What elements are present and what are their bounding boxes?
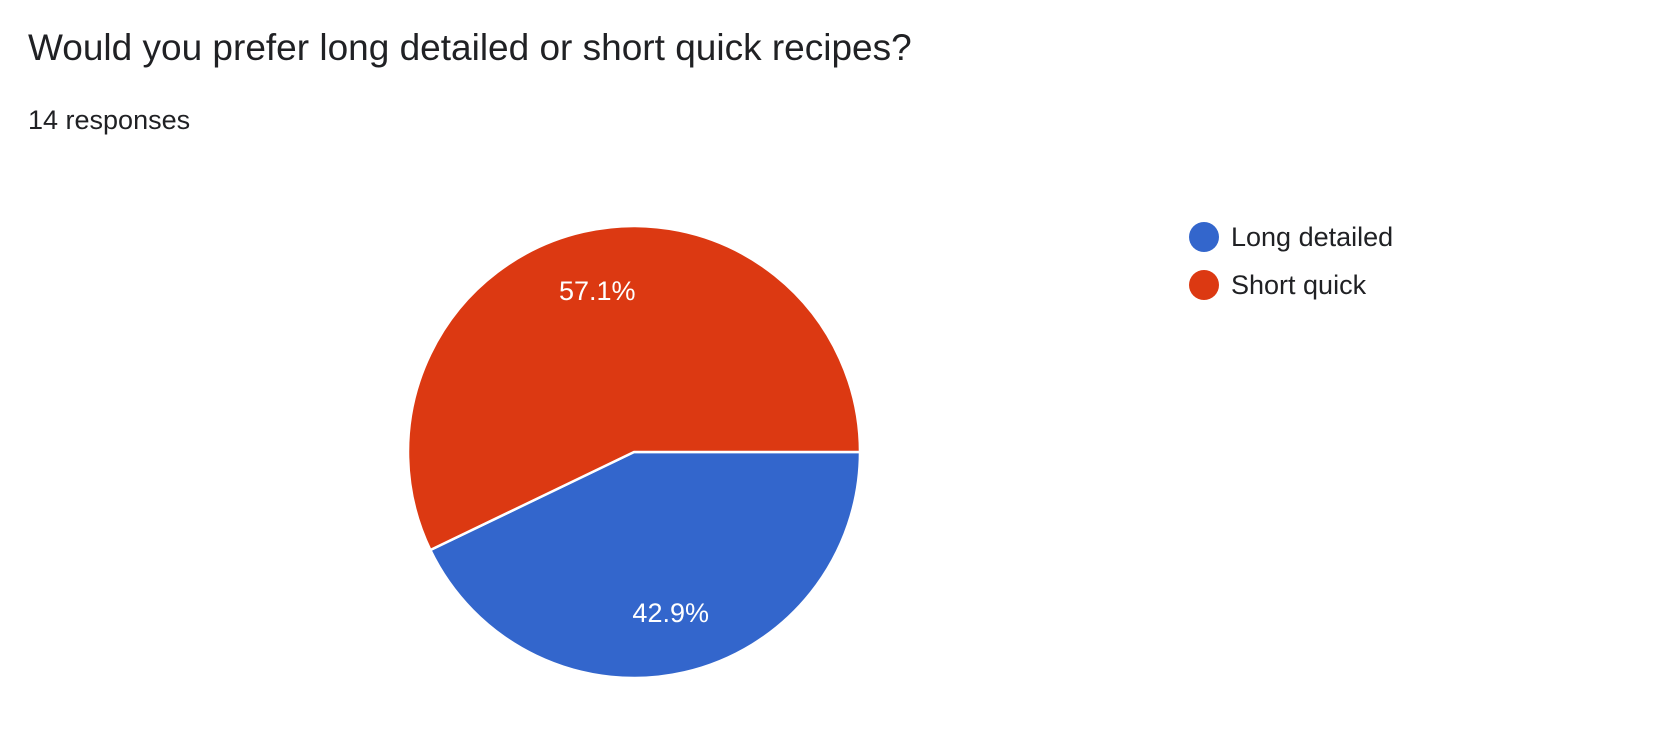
- legend-item-long-detailed[interactable]: Long detailed: [1189, 221, 1393, 253]
- legend-label-long-detailed: Long detailed: [1231, 222, 1394, 252]
- pie-label-short-quick: 57.1%: [559, 276, 636, 306]
- legend-label-short-quick: Short quick: [1231, 270, 1367, 300]
- response-count: 14 responses: [28, 105, 191, 135]
- chart-legend: Long detailed Short quick: [1189, 221, 1393, 317]
- legend-item-short-quick[interactable]: Short quick: [1189, 269, 1393, 301]
- legend-marker-long-detailed: [1189, 222, 1219, 252]
- pie-slice-long-detailed[interactable]: [429, 450, 862, 680]
- legend-marker-short-quick: [1189, 270, 1219, 300]
- question-title: Would you prefer long detailed or short …: [28, 27, 912, 68]
- pie-labels: 42.9% 57.1%: [559, 276, 709, 628]
- pie-slice-short-quick[interactable]: [406, 224, 862, 552]
- pie-slices: [406, 224, 862, 680]
- pie-label-long-detailed: 42.9%: [632, 598, 709, 628]
